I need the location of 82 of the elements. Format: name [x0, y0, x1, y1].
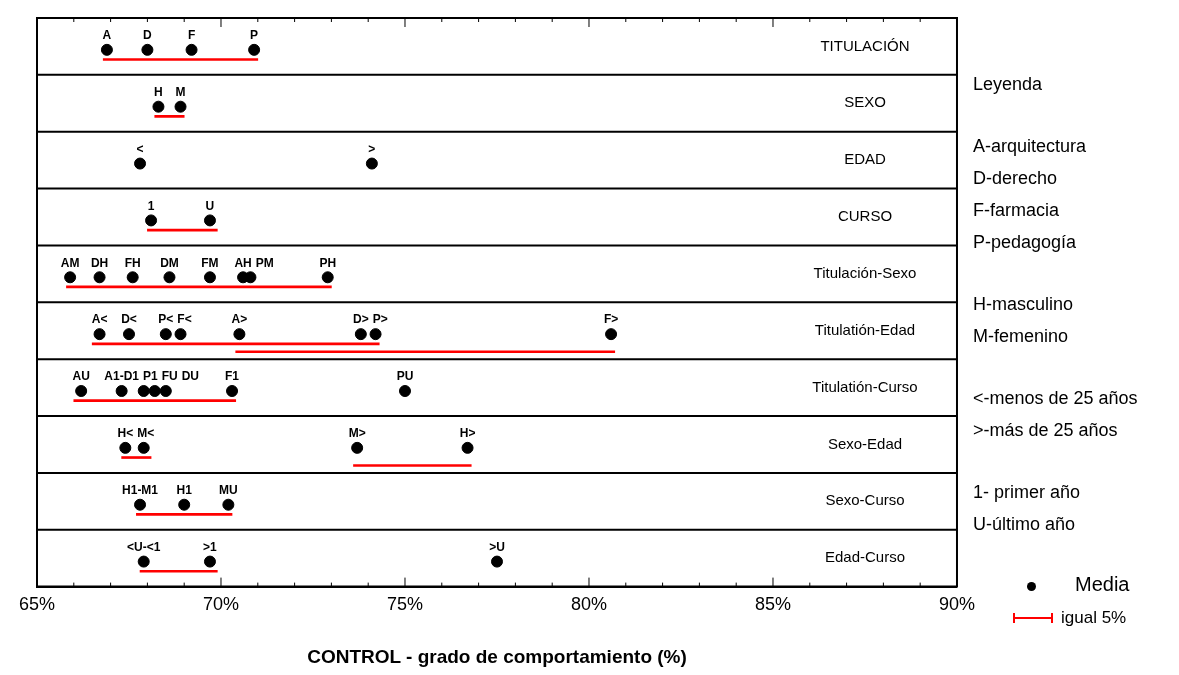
text: H-masculino	[973, 293, 1075, 316]
y-tick-label: Sexo-Curso	[825, 491, 905, 509]
annotation: PH	[319, 255, 337, 270]
text: M-femenino	[973, 325, 1070, 348]
y-tick-label: Edad-Curso	[824, 548, 906, 566]
text: P-pedagogía	[973, 231, 1078, 254]
legend-label: Media	[1075, 572, 1130, 597]
annotation: F	[187, 28, 196, 43]
y-tick-label: Sexo-Edad	[827, 434, 903, 452]
annotation: P>	[372, 312, 388, 327]
annotation: A	[102, 28, 112, 43]
annotation: D>	[353, 312, 369, 327]
annotation: <U-<1	[127, 539, 161, 554]
annotation: FM	[201, 255, 219, 270]
annotation: A>	[231, 312, 248, 327]
y-tick-label: CURSO	[837, 207, 893, 225]
annotation: H	[154, 85, 163, 100]
annotation: MU	[219, 483, 238, 498]
y-tick-label: SEXO	[844, 93, 886, 111]
y-tick-label: Titulatión-Curso	[812, 377, 918, 395]
bar	[154, 115, 185, 118]
annotation: P	[250, 28, 259, 43]
text: >-más de 25 años	[973, 419, 1119, 442]
annotation: P1	[142, 369, 158, 384]
legend-title: Leyenda	[973, 73, 1044, 96]
text: 1- primer año	[973, 481, 1082, 504]
annotation: <	[136, 141, 144, 156]
y-tick-label: TITULACIÓN	[820, 36, 910, 54]
annotation: >U	[489, 539, 505, 554]
x-tick-label: 90%	[938, 594, 975, 615]
x-tick-label: 85%	[754, 594, 792, 615]
x-tick-label: 65%	[18, 594, 56, 615]
text: U-último año	[973, 513, 1077, 536]
bar	[91, 342, 380, 346]
annotation: H1	[176, 483, 193, 498]
text: <-menos de 25 años	[973, 387, 1139, 410]
x-axis-title: CONTROL - grado de comportamiento (%)	[307, 645, 687, 667]
x-tick-label: 70%	[202, 594, 240, 615]
annotation: >1	[203, 539, 218, 554]
y-tick-label: EDAD	[844, 150, 886, 168]
text: F-farmacia	[973, 199, 1060, 222]
text: D-derecho	[973, 167, 1059, 190]
bar	[121, 456, 152, 459]
legend-label: igual 5%	[1061, 607, 1127, 629]
annotation: H1-M1	[122, 483, 159, 498]
y-tick-label: Titulatión-Edad	[814, 320, 916, 338]
annotation: M<	[137, 426, 155, 441]
annotation: PM	[255, 255, 274, 270]
annotation: H>	[459, 426, 476, 441]
annotation: P<	[158, 312, 174, 327]
annotation: A1-D1	[104, 369, 140, 384]
bar	[102, 58, 259, 61]
annotation: F<	[177, 312, 192, 327]
annotation: F>	[603, 312, 619, 327]
annotation: FH	[124, 255, 141, 270]
text: A-arquitectura	[973, 135, 1088, 158]
bar	[353, 464, 472, 467]
annotation: AM	[60, 255, 80, 270]
annotation: U	[205, 198, 215, 213]
bar	[235, 350, 616, 354]
annotation: M	[175, 85, 186, 100]
annotation: DU	[181, 369, 199, 384]
annotation: AU	[72, 369, 90, 384]
annotation: A<	[91, 312, 108, 327]
bar	[136, 513, 233, 516]
x-tick-label: 75%	[386, 594, 424, 615]
annotation: AH	[234, 255, 252, 270]
annotation: D	[143, 28, 153, 43]
annotation: F1	[225, 369, 240, 384]
bar	[73, 399, 237, 402]
annotation: D<	[121, 312, 137, 327]
annotation: H<	[117, 426, 134, 441]
annotation: 1	[147, 198, 155, 213]
annotation: FU	[161, 369, 178, 384]
annotation: >	[368, 141, 376, 156]
annotation: PU	[396, 369, 414, 384]
annotation: DH	[90, 255, 109, 270]
bar	[139, 569, 218, 573]
y-tick-label: Titulación-Sexo	[813, 264, 917, 282]
annotation: DM	[160, 255, 179, 270]
annotation: M>	[348, 426, 366, 441]
x-tick-label: 80%	[570, 594, 608, 615]
